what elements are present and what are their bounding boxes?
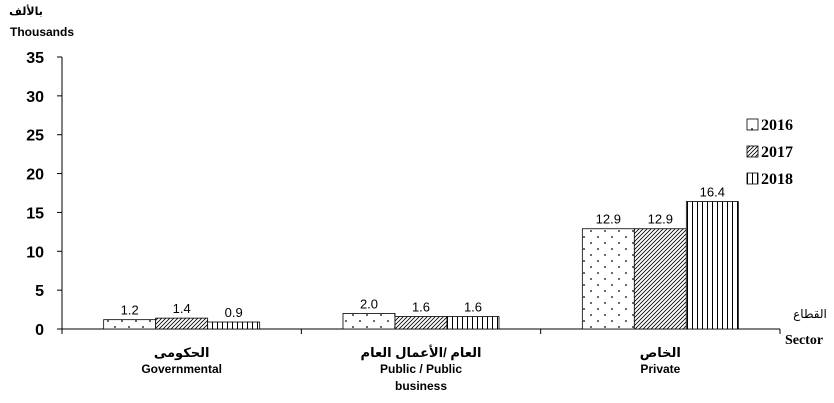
legend: 2016 2017 2018 bbox=[746, 117, 793, 188]
data-label: 12.9 bbox=[596, 212, 621, 227]
bar-2016-2 bbox=[581, 228, 635, 330]
category-label-arabic: الحكومى bbox=[154, 345, 210, 360]
bar-2018-1 bbox=[446, 316, 500, 330]
bars-group bbox=[103, 201, 739, 330]
bar-2018-2 bbox=[685, 201, 739, 330]
data-label: 1.6 bbox=[412, 300, 430, 315]
y-tick-label: 20 bbox=[26, 167, 44, 184]
category-label: business bbox=[395, 379, 447, 393]
bar-2016-0 bbox=[103, 319, 157, 330]
data-labels-group: 1.2 1.4 0.9 2.0 1.6 1.6 12.9 12.9 16.4 bbox=[121, 185, 725, 320]
data-label: 0.9 bbox=[225, 305, 243, 320]
legend-label: 2016 bbox=[761, 117, 793, 134]
data-label: 2.0 bbox=[360, 296, 378, 311]
x-axis-ticks bbox=[61, 329, 781, 334]
data-label: 16.4 bbox=[700, 185, 725, 200]
bar-2017-2 bbox=[633, 228, 687, 330]
legend-swatch-2017 bbox=[746, 145, 759, 158]
bar-2016-1 bbox=[342, 313, 396, 330]
legend-label: 2018 bbox=[761, 171, 793, 188]
y-tick-label: 35 bbox=[26, 50, 44, 67]
category-label: Public / Public bbox=[380, 362, 462, 376]
y-tick-label: 0 bbox=[35, 322, 44, 339]
y-tick-label: 30 bbox=[26, 89, 44, 106]
y-tick-label: 5 bbox=[35, 283, 44, 300]
legend-swatch-2016 bbox=[746, 118, 759, 131]
bar-2017-1 bbox=[394, 316, 448, 330]
x-axis-label-arabic: القطاع bbox=[793, 307, 827, 321]
y-axis-ticks: 0 5 10 15 20 25 30 35 bbox=[26, 50, 62, 339]
data-label: 1.6 bbox=[464, 300, 482, 315]
y-tick-label: 25 bbox=[26, 128, 44, 145]
legend-label: 2017 bbox=[761, 144, 793, 161]
category-label-arabic: العام /الأعمال العام bbox=[361, 344, 482, 361]
data-label: 1.2 bbox=[121, 303, 139, 318]
bar-2018-0 bbox=[207, 321, 261, 330]
y-axis-label-arabic: بالألف bbox=[9, 4, 43, 18]
category-label: Private bbox=[640, 362, 680, 376]
data-label: 12.9 bbox=[648, 212, 673, 227]
x-axis-label: Sector bbox=[785, 333, 823, 348]
y-tick-label: 15 bbox=[26, 205, 44, 222]
category-label-arabic: الخاص bbox=[640, 345, 681, 360]
data-label: 1.4 bbox=[173, 301, 191, 316]
y-tick-label: 10 bbox=[26, 244, 44, 261]
category-label: Governmental bbox=[141, 362, 222, 376]
y-axis-label: Thousands bbox=[10, 25, 74, 39]
bar-2017-0 bbox=[155, 317, 209, 330]
legend-swatch-2018 bbox=[746, 172, 759, 185]
